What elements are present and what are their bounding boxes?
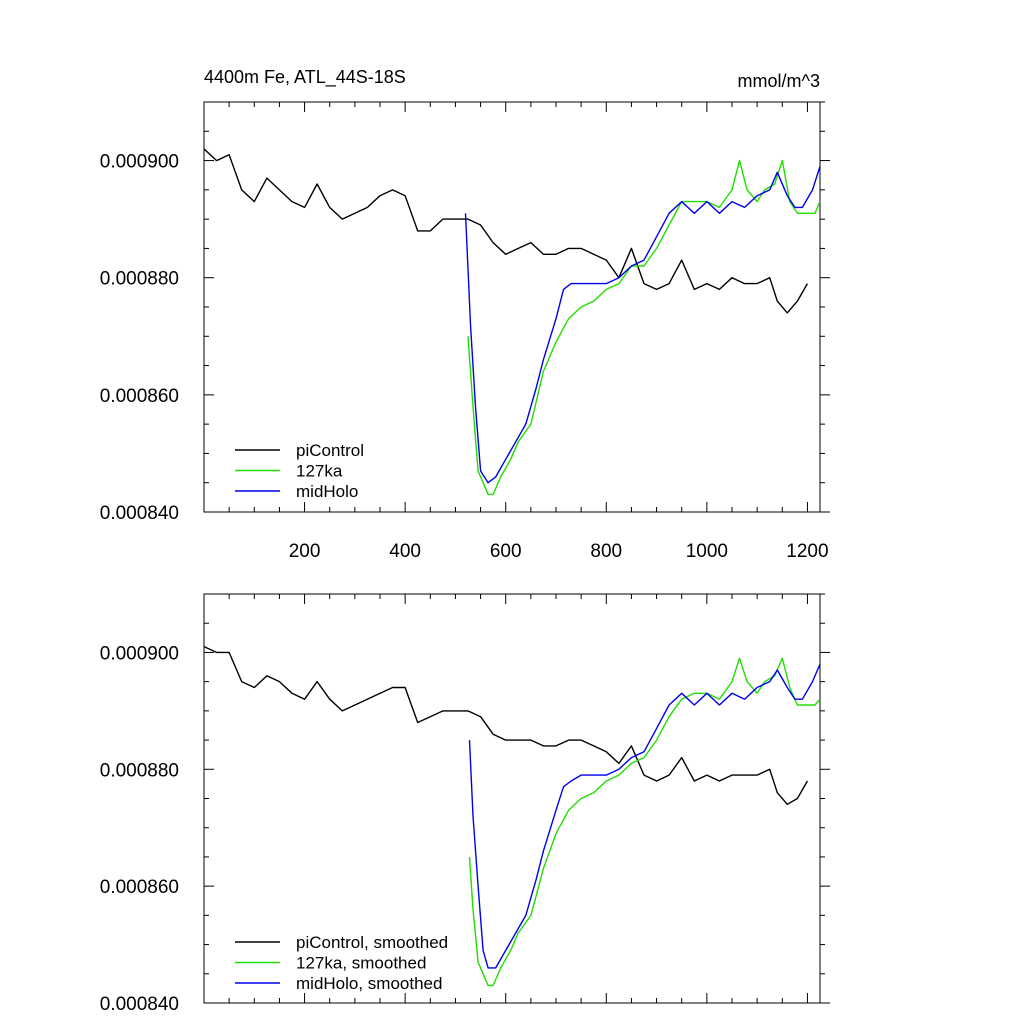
x-tick-label: 600 [490, 541, 522, 562]
x-tick-label: 400 [389, 541, 421, 562]
y-tick-label: 0.000860 [100, 386, 179, 407]
legend-label: piControl [296, 441, 364, 460]
series-line-picontrol [204, 148, 809, 314]
legend-label: 127ka [296, 462, 343, 481]
y-tick-label: 0.000900 [100, 643, 179, 664]
y-tick-label: 0.000880 [100, 269, 179, 290]
y-tick-label: 0.000900 [100, 152, 179, 173]
units-label: mmol/m^3 [738, 71, 820, 91]
legend-label: midHolo [296, 482, 358, 501]
series-line-midholo [464, 166, 820, 484]
x-tick-label: 200 [289, 541, 321, 562]
legend-label: piControl, smoothed [296, 933, 448, 952]
series-line-127ka [468, 657, 820, 987]
y-tick-label: 0.000840 [100, 503, 179, 524]
y-tick-label: 0.000840 [100, 994, 179, 1015]
x-tick-label: 1200 [786, 541, 828, 562]
series-line-picontrol [204, 645, 809, 805]
chart-panel-top: 4400m Fe, ATL_44S-18S mmol/m^3 200 400 600… [100, 67, 830, 562]
chart-title: 4400m Fe, ATL_44S-18S [204, 67, 406, 88]
y-tick-label: 0.000880 [100, 760, 179, 781]
x-tick-label: 800 [590, 541, 622, 562]
series-line-midholo [468, 663, 820, 969]
y-tick-label: 0.000860 [100, 877, 179, 898]
legend-label: 127ka, smoothed [296, 954, 426, 973]
series-line-127ka [467, 159, 820, 496]
chart-panel-bottom: 0.000840 0.000860 0.000880 0.000900 piContro… [100, 593, 830, 1015]
x-tick-label: 1000 [686, 541, 728, 562]
legend-label: midHolo, smoothed [296, 974, 442, 993]
